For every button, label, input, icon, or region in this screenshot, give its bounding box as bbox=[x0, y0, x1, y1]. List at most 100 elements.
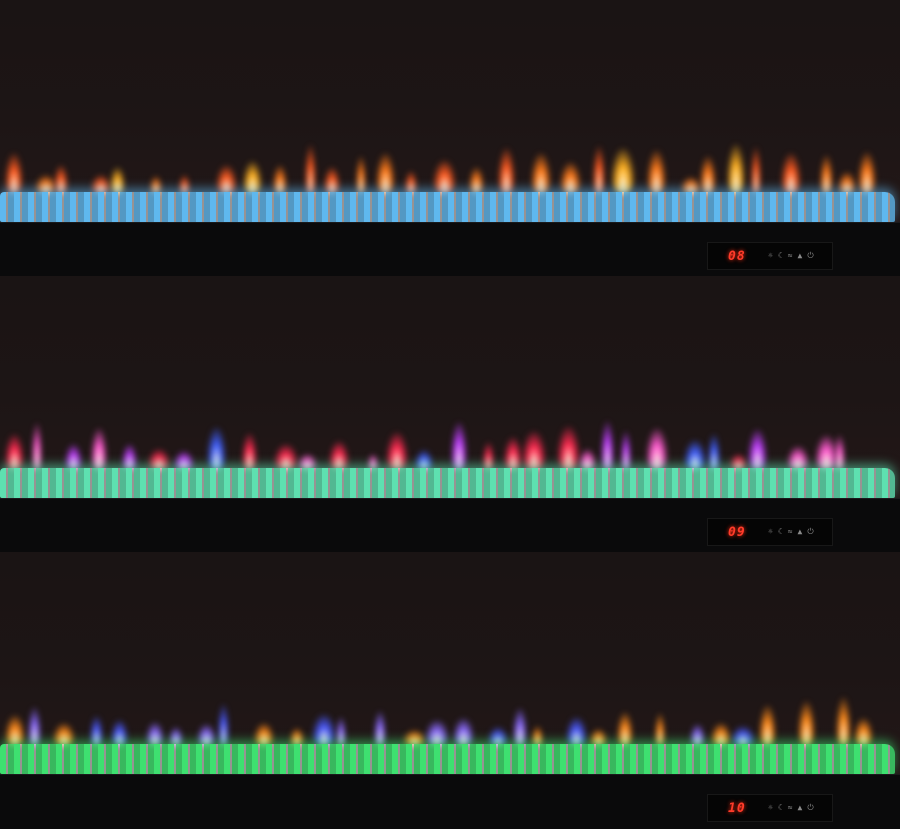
flame bbox=[726, 144, 745, 194]
flame bbox=[53, 722, 75, 746]
flame bbox=[324, 167, 340, 194]
flame bbox=[616, 712, 633, 746]
flame bbox=[405, 170, 417, 194]
flame bbox=[243, 161, 262, 194]
power-icon[interactable]: ⏻ bbox=[807, 527, 814, 536]
flame bbox=[178, 175, 190, 194]
flame bbox=[31, 423, 42, 470]
brightness-icon[interactable]: ☼ bbox=[768, 251, 773, 260]
flame bbox=[385, 431, 409, 470]
flame bbox=[110, 167, 125, 194]
flame bbox=[835, 697, 851, 746]
flame bbox=[611, 148, 635, 194]
flame bbox=[206, 426, 227, 470]
flame bbox=[218, 704, 230, 746]
flame bbox=[787, 445, 810, 470]
flame bbox=[700, 155, 716, 194]
flame bbox=[854, 718, 873, 746]
control-panel: 10 ☼ ☾ ≈ ▲ ⏻ bbox=[707, 794, 833, 822]
flame bbox=[513, 708, 527, 746]
flame bbox=[355, 156, 366, 194]
flame bbox=[241, 432, 257, 470]
flames bbox=[0, 276, 900, 498]
flame bbox=[579, 449, 597, 470]
flame bbox=[34, 174, 58, 194]
flame bbox=[367, 453, 378, 470]
timer-moon-icon[interactable]: ☾ bbox=[777, 251, 783, 260]
flame bbox=[5, 434, 25, 470]
flame bbox=[90, 428, 108, 470]
fireplace-panel: 09 ☼ ☾ ≈ ▲ ⏻ bbox=[0, 276, 900, 553]
flame bbox=[684, 440, 707, 470]
led-display: 09 bbox=[728, 524, 746, 540]
fireplace-panel: 08 ☼ ☾ ≈ ▲ ⏻ bbox=[0, 0, 900, 277]
flame bbox=[600, 421, 614, 470]
flame bbox=[216, 165, 238, 194]
flame-icon[interactable]: ▲ bbox=[797, 251, 803, 260]
flame bbox=[305, 144, 316, 194]
flame bbox=[531, 153, 551, 194]
flame bbox=[91, 175, 112, 194]
flame bbox=[5, 714, 26, 746]
flame bbox=[425, 719, 449, 746]
flame bbox=[329, 440, 349, 470]
flame bbox=[147, 449, 170, 470]
flame bbox=[680, 177, 702, 194]
flame bbox=[559, 161, 581, 194]
flame bbox=[593, 146, 606, 194]
flame bbox=[504, 437, 523, 470]
flame bbox=[730, 453, 748, 470]
flame bbox=[111, 720, 128, 746]
flame bbox=[375, 153, 395, 194]
heat-icon[interactable]: ≈ bbox=[787, 803, 793, 812]
flame bbox=[751, 146, 762, 194]
flame bbox=[707, 433, 720, 470]
flame bbox=[169, 726, 184, 746]
brightness-icon[interactable]: ☼ bbox=[768, 803, 773, 812]
flame bbox=[453, 717, 475, 746]
flame bbox=[645, 427, 669, 470]
flame bbox=[297, 454, 317, 470]
heat-icon[interactable]: ≈ bbox=[787, 527, 793, 536]
flame bbox=[838, 172, 857, 194]
flame bbox=[335, 716, 346, 746]
flame bbox=[415, 450, 433, 470]
flame bbox=[690, 724, 705, 746]
led-display: 10 bbox=[728, 800, 746, 816]
flame bbox=[174, 451, 194, 470]
timer-moon-icon[interactable]: ☾ bbox=[777, 803, 783, 812]
brightness-icon[interactable]: ☼ bbox=[768, 527, 773, 536]
flame bbox=[254, 723, 274, 746]
flame bbox=[149, 175, 162, 194]
power-icon[interactable]: ⏻ bbox=[807, 251, 814, 260]
flame bbox=[815, 434, 839, 470]
crystal-ember-bed bbox=[0, 744, 895, 774]
flame bbox=[374, 710, 386, 746]
timer-moon-icon[interactable]: ☾ bbox=[777, 527, 783, 536]
flame bbox=[834, 435, 846, 470]
flame bbox=[482, 442, 494, 470]
crystal-ember-bed bbox=[0, 468, 895, 498]
flame bbox=[5, 153, 24, 194]
flame bbox=[590, 729, 607, 746]
flame bbox=[565, 717, 588, 746]
flame bbox=[654, 713, 666, 746]
flame bbox=[620, 431, 632, 470]
control-buttons: ☼ ☾ ≈ ▲ ⏻ bbox=[768, 527, 814, 537]
crystal-ember-bed bbox=[0, 192, 895, 222]
flame bbox=[28, 706, 41, 746]
flames bbox=[0, 552, 900, 774]
flame-icon[interactable]: ▲ bbox=[797, 803, 803, 812]
flame bbox=[197, 723, 216, 746]
power-icon[interactable]: ⏻ bbox=[807, 803, 814, 812]
flame bbox=[522, 430, 546, 470]
heat-icon[interactable]: ≈ bbox=[787, 251, 793, 260]
flame bbox=[272, 165, 287, 194]
flame bbox=[312, 714, 336, 746]
flame bbox=[557, 426, 580, 470]
flame bbox=[730, 726, 755, 746]
flame bbox=[468, 166, 484, 194]
flame bbox=[145, 722, 164, 746]
flame bbox=[780, 153, 801, 194]
flame-icon[interactable]: ▲ bbox=[797, 527, 803, 536]
